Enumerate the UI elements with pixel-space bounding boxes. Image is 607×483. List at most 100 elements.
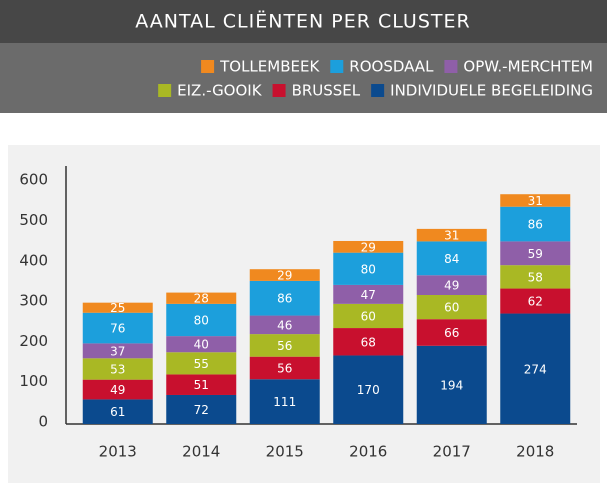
legend-label: OPW.-MERCHTEM <box>463 58 593 76</box>
legend-label: INDIVIDUELE BEGELEIDING <box>390 82 593 100</box>
data-label: 194 <box>440 378 463 392</box>
bar-segment <box>82 302 153 313</box>
bar-segment <box>333 328 404 356</box>
bar-segment <box>500 265 571 289</box>
data-label: 49 <box>444 279 459 293</box>
data-label: 46 <box>277 318 292 332</box>
bar-segment <box>500 206 571 242</box>
bar-segment <box>82 312 153 344</box>
y-tick-label: 0 <box>38 413 48 431</box>
data-label: 59 <box>528 247 543 261</box>
bar-segment <box>500 313 571 424</box>
data-label: 53 <box>110 362 125 376</box>
data-label: 56 <box>277 361 292 375</box>
x-tick-label: 2017 <box>433 443 471 461</box>
bar-segment <box>82 358 153 380</box>
bar-segment <box>333 303 404 329</box>
chart-title: AANTAL CLIËNTEN PER CLUSTER <box>135 10 470 33</box>
bar-segment <box>416 319 487 346</box>
bar-segment <box>500 241 571 266</box>
y-tick-label: 500 <box>19 211 48 229</box>
bar-segment <box>333 252 404 285</box>
data-label: 72 <box>194 403 209 417</box>
data-label: 111 <box>273 395 296 409</box>
x-tick-label: 2015 <box>266 443 304 461</box>
legend-band <box>0 43 607 113</box>
data-label: 84 <box>444 252 459 266</box>
data-label: 47 <box>361 288 376 302</box>
legend-label: ROOSDAAL <box>349 58 434 76</box>
data-label: 62 <box>528 295 543 309</box>
y-tick-label: 300 <box>19 292 48 310</box>
data-label: 274 <box>524 362 547 376</box>
data-label: 56 <box>277 339 292 353</box>
legend-swatch <box>158 84 172 97</box>
data-label: 61 <box>110 405 125 419</box>
data-label: 55 <box>194 357 209 371</box>
legend-swatch <box>371 84 385 97</box>
x-tick-label: 2018 <box>516 443 554 461</box>
data-label: 76 <box>110 322 125 336</box>
data-label: 51 <box>194 378 209 392</box>
x-tick-label: 2013 <box>99 443 137 461</box>
data-label: 31 <box>528 194 543 208</box>
bar-segment <box>500 288 571 314</box>
data-label: 60 <box>361 309 376 323</box>
y-tick-label: 600 <box>19 171 48 189</box>
data-label: 86 <box>277 292 292 306</box>
bar-segment <box>333 284 404 304</box>
data-label: 29 <box>277 269 292 283</box>
bar-segment <box>416 241 487 276</box>
bar-segment <box>249 334 320 357</box>
data-label: 29 <box>361 240 376 254</box>
bar-segment <box>82 343 153 359</box>
data-label: 28 <box>194 292 209 306</box>
data-label: 66 <box>444 326 459 340</box>
bar-segment <box>166 303 237 337</box>
bar-segment <box>166 336 237 353</box>
legend-swatch <box>330 60 344 73</box>
data-label: 80 <box>361 262 376 276</box>
data-label: 37 <box>110 344 125 358</box>
data-label: 60 <box>444 301 459 315</box>
bar-segment <box>333 355 404 424</box>
bar-segment <box>416 275 487 295</box>
bar-segment <box>166 394 237 424</box>
data-label: 40 <box>194 338 209 352</box>
bar-segment <box>249 280 320 316</box>
legend-swatch <box>272 84 286 97</box>
bar-segment <box>249 315 320 335</box>
bar-segment <box>166 292 237 304</box>
data-label: 31 <box>444 229 459 243</box>
legend-label: BRUSSEL <box>292 82 361 100</box>
x-tick-label: 2016 <box>349 443 387 461</box>
bar-segment <box>166 374 237 395</box>
legend-label: TOLLEMBEEK <box>219 58 320 76</box>
y-tick-label: 100 <box>19 372 48 390</box>
data-label: 49 <box>110 383 125 397</box>
x-tick-label: 2014 <box>182 443 220 461</box>
bar-segment <box>82 399 153 424</box>
title-band <box>0 0 607 43</box>
legend-swatch <box>444 60 458 73</box>
data-label: 25 <box>110 301 125 315</box>
data-label: 58 <box>528 270 543 284</box>
legend-label: EIZ.-GOOIK <box>177 82 263 100</box>
bar-segment <box>249 379 320 424</box>
bar-segment <box>416 345 487 424</box>
bar-segment <box>500 194 571 207</box>
data-label: 170 <box>357 383 380 397</box>
data-label: 68 <box>361 335 376 349</box>
bar-segment <box>416 228 487 242</box>
bar-segment <box>166 352 237 375</box>
y-tick-label: 200 <box>19 332 48 350</box>
legend-swatch <box>201 60 215 73</box>
bar-segment <box>249 269 320 281</box>
bar-segment <box>249 356 320 380</box>
bar-segment <box>416 295 487 320</box>
data-label: 86 <box>528 218 543 232</box>
bar-segment <box>333 240 404 253</box>
bar-segment <box>82 379 153 400</box>
data-label: 80 <box>194 313 209 327</box>
